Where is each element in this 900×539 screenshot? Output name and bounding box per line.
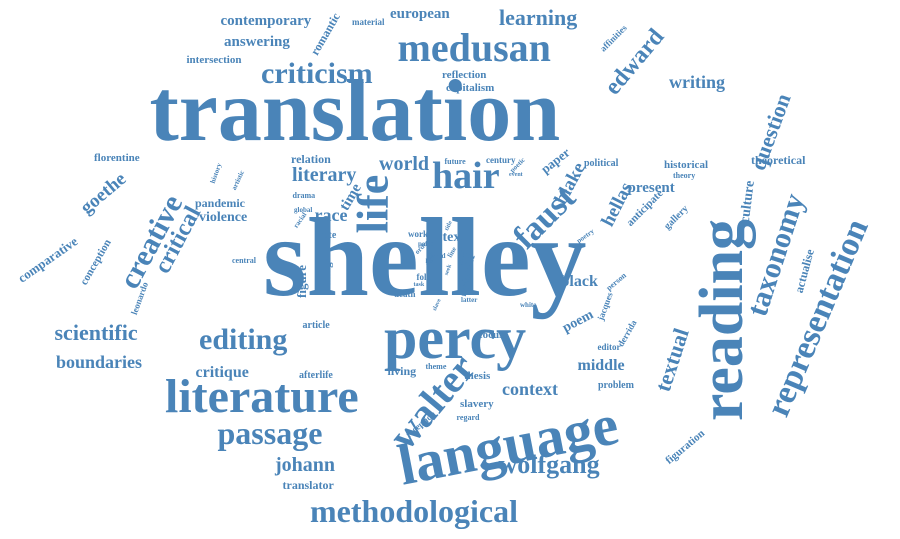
word-theory: theory xyxy=(673,171,696,180)
word-textual: textual xyxy=(649,325,694,395)
word-answering: answering xyxy=(224,33,290,50)
word-criticism: criticism xyxy=(261,57,373,90)
word-middle: middle xyxy=(577,357,625,374)
word-latter: latter xyxy=(461,295,478,304)
word-jacques: jacques xyxy=(594,290,615,322)
word-editing: editing xyxy=(199,323,288,356)
word-florentine: florentine xyxy=(94,151,140,164)
word-material: material xyxy=(352,16,385,27)
word-contemporary: contemporary xyxy=(220,12,312,29)
word-goethe: goethe xyxy=(75,167,130,219)
word-methodological: methodological xyxy=(310,493,518,529)
word-translator: translator xyxy=(282,478,334,492)
word-afterlife: afterlife xyxy=(299,370,333,381)
word-image: image xyxy=(321,256,334,286)
word-literary: literary xyxy=(292,164,357,186)
word-task: task xyxy=(413,282,425,288)
word-writing: writing xyxy=(669,72,725,92)
word-historical: historical xyxy=(664,158,708,171)
word-theme: theme xyxy=(425,362,447,371)
word-scientific: scientific xyxy=(54,320,138,345)
word-century: century xyxy=(486,154,516,165)
word-point: point xyxy=(418,239,434,248)
word-critique: critique xyxy=(195,364,249,381)
word-last: last xyxy=(425,259,435,265)
word-conception: conception xyxy=(77,236,114,287)
word-political: political xyxy=(584,158,619,169)
word-pandemic: pandemic xyxy=(195,196,246,210)
word-editor: editor xyxy=(597,341,621,352)
word-event: event xyxy=(509,172,523,178)
word-theoretical: theoretical xyxy=(751,153,806,167)
word-problem: problem xyxy=(598,380,634,391)
word-central: central xyxy=(232,256,256,265)
word-note: note xyxy=(318,230,337,241)
word-intersection: intersection xyxy=(186,53,242,66)
word-figure: figure xyxy=(293,264,309,298)
word-medusan: medusan xyxy=(397,25,551,70)
word-person: person xyxy=(603,270,628,293)
word-european: european xyxy=(390,5,450,22)
word-relation: relation xyxy=(291,152,331,166)
word-figuration: figuration xyxy=(662,426,707,467)
word-race: race xyxy=(314,205,348,225)
word-hair: hair xyxy=(432,155,500,197)
word-percy: percy xyxy=(384,305,527,371)
word-comparative: comparative xyxy=(14,232,80,286)
word-learning: learning xyxy=(499,5,578,30)
word-capitalism: capitalism xyxy=(446,81,495,94)
word-translation: translation xyxy=(149,63,561,160)
word-black: black xyxy=(560,273,598,290)
word-reading: reading xyxy=(688,218,757,422)
word-reflection: reflection xyxy=(442,68,487,81)
word-text: text xyxy=(442,230,466,245)
word-death: death xyxy=(394,288,416,299)
word-history: history xyxy=(208,161,223,185)
word-romantic: romantic xyxy=(307,10,343,58)
word-shelley: shelley xyxy=(263,196,587,320)
word-gallery: gallery xyxy=(661,203,691,232)
word-thesis: thesis xyxy=(464,369,491,382)
word-violence: violence xyxy=(199,210,248,225)
word-future: future xyxy=(444,157,466,166)
word-regard: regard xyxy=(456,413,480,422)
word-passage: passage xyxy=(217,415,323,451)
word-boundaries: boundaries xyxy=(56,352,143,372)
word-white: white xyxy=(520,300,537,309)
word-wolfgang: wolfgang xyxy=(498,450,600,479)
word-life: life xyxy=(347,174,397,234)
word-folie: folie xyxy=(416,271,434,282)
word-literature: literature xyxy=(165,370,359,423)
word-article: article xyxy=(302,320,330,331)
word-focus: focus xyxy=(479,328,504,341)
word-present: present xyxy=(627,179,675,196)
word-culture: culture xyxy=(737,179,758,224)
word-context: context xyxy=(502,379,558,399)
word-drama: drama xyxy=(292,191,316,200)
word-world: world xyxy=(379,153,429,175)
word-slavery: slavery xyxy=(460,397,494,410)
word-global: global xyxy=(294,205,313,214)
word-johann: johann xyxy=(275,454,336,476)
word-work: work xyxy=(408,228,428,239)
word-word: word xyxy=(430,251,446,260)
word-artistic: artistic xyxy=(229,168,246,191)
word-living: living xyxy=(387,364,417,378)
word-affinities: affinities xyxy=(598,22,629,54)
